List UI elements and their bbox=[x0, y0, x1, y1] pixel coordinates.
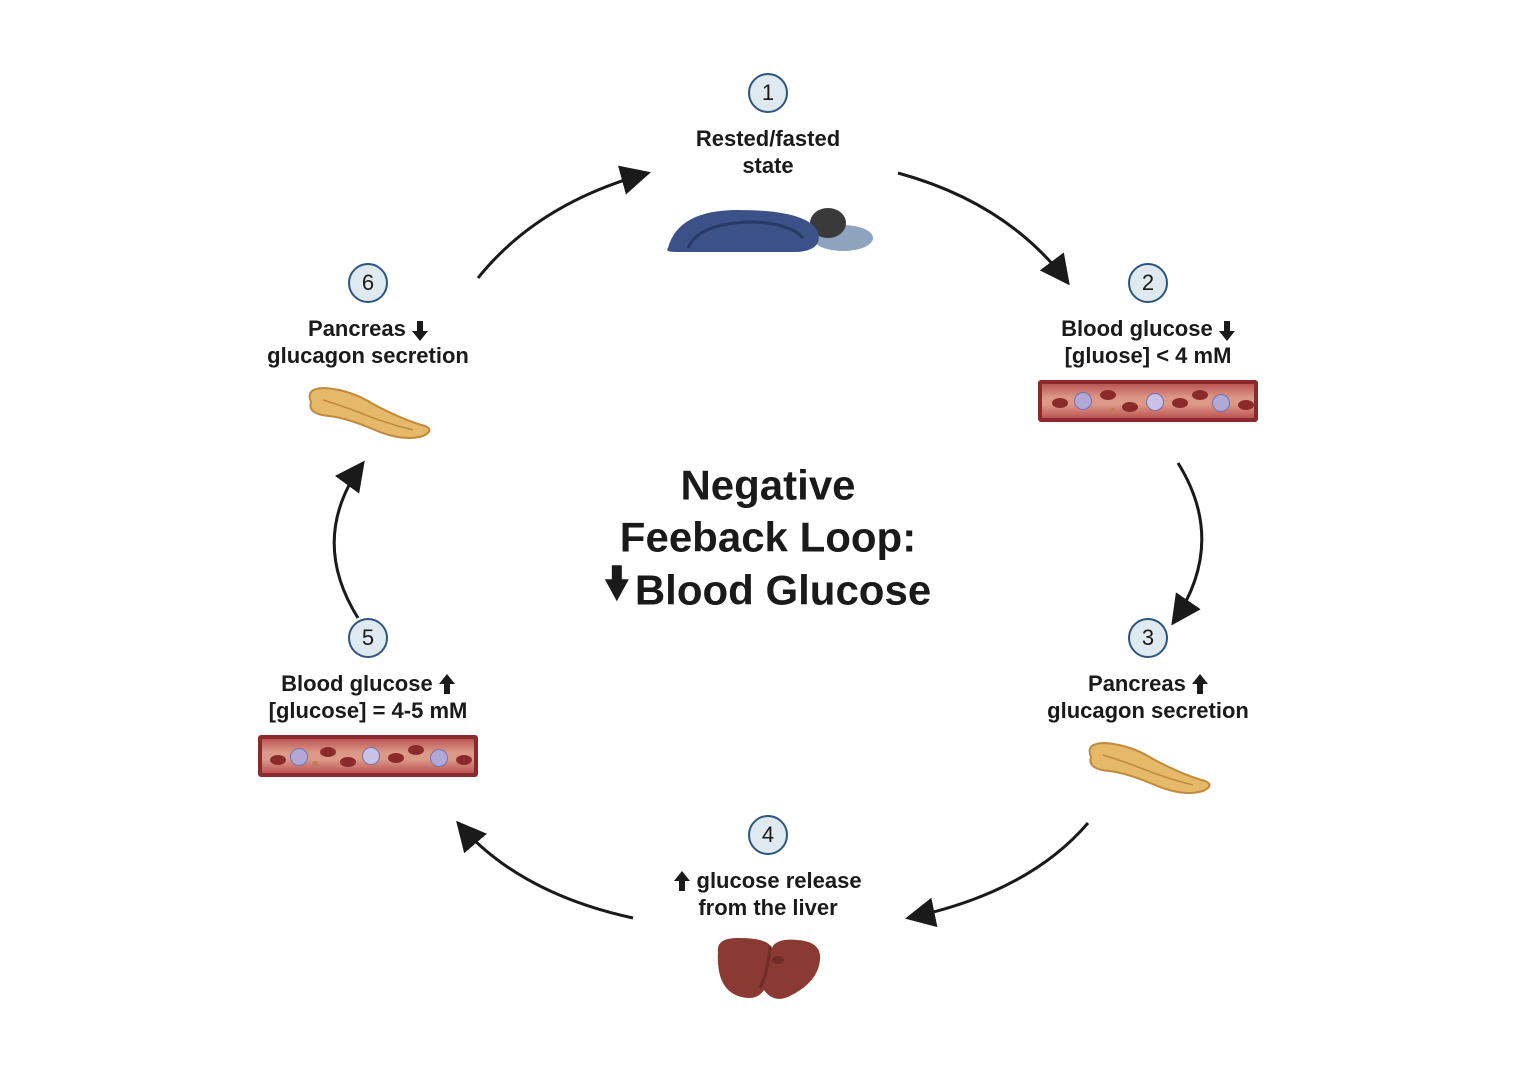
step-2: 2 Blood glucose [gluose] < 4 mM bbox=[1018, 263, 1278, 422]
step-3-number: 3 bbox=[1128, 618, 1168, 658]
pancreas-icon bbox=[1083, 735, 1213, 800]
sleeping-person-icon bbox=[658, 190, 878, 260]
step-4-label: glucose release from the liver bbox=[638, 867, 898, 922]
blood-vessel-icon bbox=[1038, 380, 1258, 422]
title-line3-text: Blood Glucose bbox=[635, 564, 931, 617]
step-1-number: 1 bbox=[748, 73, 788, 113]
step-2-label: Blood glucose [gluose] < 4 mM bbox=[1018, 315, 1278, 370]
step-3-label: Pancreas glucagon secretion bbox=[1018, 670, 1278, 725]
step-6-label: Pancreas glucagon secretion bbox=[238, 315, 498, 370]
title-line3: Blood Glucose bbox=[605, 564, 931, 617]
down-arrow-icon bbox=[1221, 321, 1233, 339]
up-arrow-icon bbox=[1194, 676, 1206, 694]
step-5-number: 5 bbox=[348, 618, 388, 658]
up-arrow-icon bbox=[676, 873, 688, 891]
title-line2: Feeback Loop: bbox=[605, 511, 931, 564]
step-4-number: 4 bbox=[748, 815, 788, 855]
diagram-title: Negative Feeback Loop: Blood Glucose bbox=[605, 459, 931, 617]
step-6: 6 Pancreas glucagon secretion bbox=[238, 263, 498, 451]
step-5: 5 Blood glucose [glucose] = 4-5 mM bbox=[238, 618, 498, 777]
feedback-loop-diagram: Negative Feeback Loop: Blood Glucose 1 R… bbox=[218, 63, 1318, 1013]
step-6-number: 6 bbox=[348, 263, 388, 303]
step-5-label: Blood glucose [glucose] = 4-5 mM bbox=[238, 670, 498, 725]
liver-icon bbox=[708, 932, 828, 1007]
pancreas-icon bbox=[303, 380, 433, 445]
title-line1: Negative bbox=[605, 459, 931, 512]
step-1-label: Rested/fasted state bbox=[638, 125, 898, 180]
down-arrow-icon bbox=[605, 579, 629, 601]
blood-vessel-icon bbox=[258, 735, 478, 777]
step-1: 1 Rested/fasted state bbox=[638, 73, 898, 264]
step-3: 3 Pancreas glucagon secretion bbox=[1018, 618, 1278, 806]
step-4: 4 glucose release from the liver bbox=[638, 815, 898, 1013]
down-arrow-icon bbox=[414, 321, 426, 339]
up-arrow-icon bbox=[441, 676, 453, 694]
step-2-number: 2 bbox=[1128, 263, 1168, 303]
